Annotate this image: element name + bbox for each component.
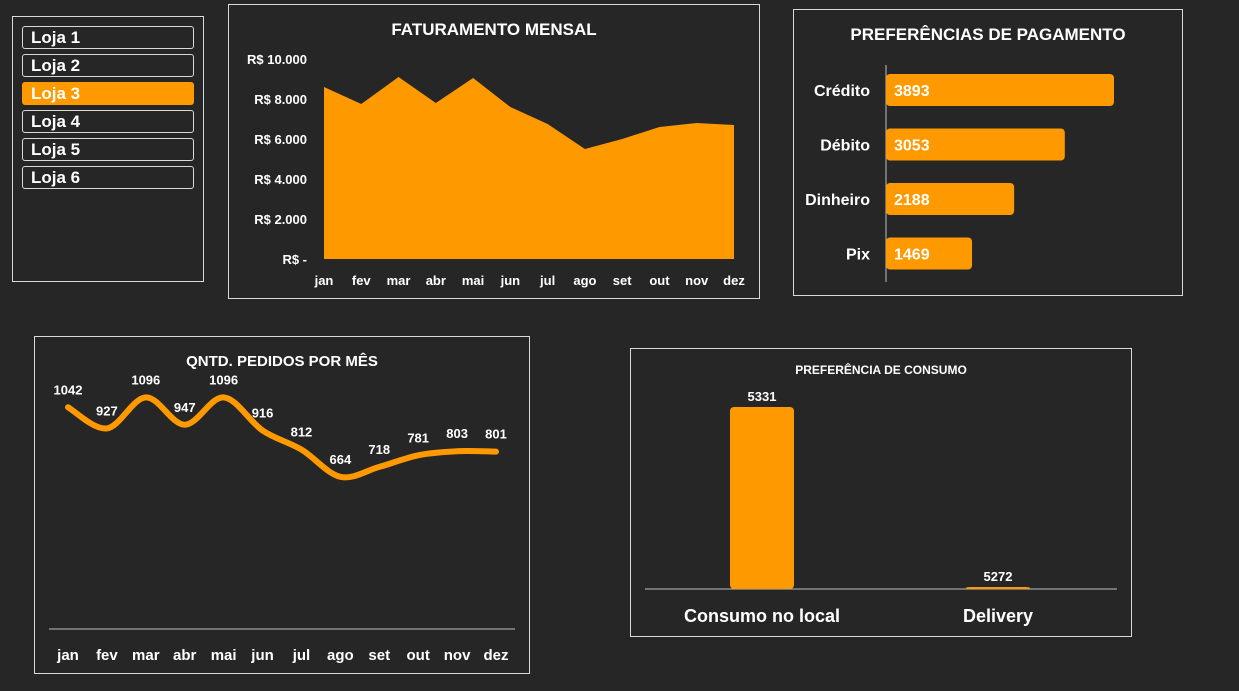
payments-bar-value: 2188 (894, 192, 930, 209)
orders-line-series (65, 394, 499, 481)
consumption-bar-1 (966, 586, 1030, 589)
payments-bar-value: 1469 (894, 247, 930, 264)
revenue-area-series (324, 77, 734, 259)
revenue-xtick-label: fev (352, 273, 372, 288)
revenue-ytick-label: R$ - (282, 252, 307, 267)
revenue-xtick-label: abr (426, 273, 446, 288)
payments-bar-2 (886, 183, 1015, 215)
orders-data-label: 1042 (54, 382, 83, 397)
store-button-5[interactable]: Loja 5 (22, 138, 194, 161)
revenue-xtick-label: mai (462, 273, 484, 288)
orders-xtick-label: fev (96, 647, 118, 664)
orders-data-label: 927 (96, 403, 118, 418)
orders-xtick-label: nov (444, 647, 471, 664)
consumption-bar-value: 5331 (748, 389, 777, 404)
revenue-ytick-label: R$ 6.000 (254, 132, 307, 147)
payments-bar-value: 3893 (894, 83, 930, 100)
revenue-xtick-label: jun (500, 273, 521, 288)
revenue-ytick-label: R$ 8.000 (254, 92, 307, 107)
store-button-6[interactable]: Loja 6 (22, 166, 194, 189)
revenue-ytick-label: R$ 2.000 (254, 212, 307, 227)
consumption-bar-0 (730, 407, 794, 589)
store-selector-panel: Loja 1 Loja 2 Loja 3 Loja 4 Loja 5 Loja … (12, 16, 204, 282)
revenue-xtick-label: jan (314, 273, 334, 288)
revenue-chart-panel: FATURAMENTO MENSAL R$ - R$ 2.000 R$ 4.000 R… (228, 4, 760, 299)
payments-category-label: Pix (846, 247, 870, 264)
payments-bar-value: 3053 (894, 138, 930, 155)
revenue-chart-title: FATURAMENTO MENSAL (391, 20, 596, 39)
orders-xtick-label: set (368, 647, 390, 664)
orders-xtick-label: jan (56, 647, 79, 664)
consumption-chart-title: PREFERÊNCIA DE CONSUMO (795, 362, 967, 377)
orders-chart: QNTD. PEDIDOS POR MÊS 1042 927 1096 947 1096… (49, 352, 515, 664)
orders-xtick-label: mar (132, 647, 160, 664)
revenue-ytick-label: R$ 4.000 (254, 172, 307, 187)
consumption-chart-panel: PREFERÊNCIA DE CONSUMO 5331 Consumo no lo… (630, 348, 1132, 637)
store-button-1[interactable]: Loja 1 (22, 26, 194, 49)
orders-xtick-label: ago (327, 647, 354, 664)
revenue-xtick-label: ago (573, 273, 596, 288)
orders-data-label: 1096 (131, 372, 160, 387)
orders-data-label: 801 (485, 427, 507, 442)
revenue-xtick-label: set (613, 273, 632, 288)
revenue-xtick-label: out (649, 273, 670, 288)
revenue-ytick-label: R$ 10.000 (247, 52, 307, 67)
orders-data-label: 664 (330, 452, 352, 467)
payments-chart-panel: PREFERÊNCIAS DE PAGAMENTO 3893 Crédito 305… (793, 9, 1183, 296)
payments-bar-3 (886, 237, 973, 270)
consumption-category-label: Delivery (963, 606, 1033, 626)
revenue-xtick-label: dez (723, 273, 745, 288)
consumption-chart: PREFERÊNCIA DE CONSUMO 5331 Consumo no lo… (645, 362, 1117, 626)
orders-xtick-label: jul (292, 647, 311, 664)
orders-xtick-label: dez (483, 647, 508, 664)
revenue-chart: FATURAMENTO MENSAL R$ - R$ 2.000 R$ 4.000 R… (247, 20, 745, 288)
orders-xtick-label: jun (250, 647, 274, 664)
orders-data-label: 1096 (209, 372, 238, 387)
orders-data-label: 781 (407, 430, 429, 445)
orders-xtick-label: mai (211, 647, 237, 664)
payments-bar-0 (886, 74, 1114, 106)
orders-chart-panel: QNTD. PEDIDOS POR MÊS 1042 927 1096 947 1096… (34, 336, 530, 674)
revenue-xtick-label: mar (387, 273, 411, 288)
store-button-2[interactable]: Loja 2 (22, 54, 194, 77)
payments-category-label: Crédito (814, 83, 870, 100)
store-button-3[interactable]: Loja 3 (22, 82, 194, 105)
payments-category-label: Débito (820, 138, 870, 155)
payments-chart: PREFERÊNCIAS DE PAGAMENTO 3893 Crédito 305… (805, 25, 1126, 282)
orders-data-label: 718 (368, 442, 390, 457)
payments-category-label: Dinheiro (805, 192, 870, 209)
orders-chart-title: QNTD. PEDIDOS POR MÊS (186, 352, 378, 370)
orders-data-label: 812 (291, 425, 313, 440)
payments-chart-title: PREFERÊNCIAS DE PAGAMENTO (850, 25, 1125, 44)
store-button-4[interactable]: Loja 4 (22, 110, 194, 133)
orders-xtick-label: out (407, 647, 430, 664)
orders-data-label: 947 (174, 400, 196, 415)
consumption-bar-value: 5272 (984, 569, 1013, 584)
payments-bar-1 (886, 128, 1065, 161)
orders-xtick-label: abr (173, 647, 197, 664)
orders-data-label: 803 (446, 426, 468, 441)
consumption-category-label: Consumo no local (684, 606, 840, 626)
orders-data-label: 916 (252, 405, 274, 420)
revenue-xtick-label: nov (685, 273, 709, 288)
revenue-xtick-label: jul (539, 273, 555, 288)
